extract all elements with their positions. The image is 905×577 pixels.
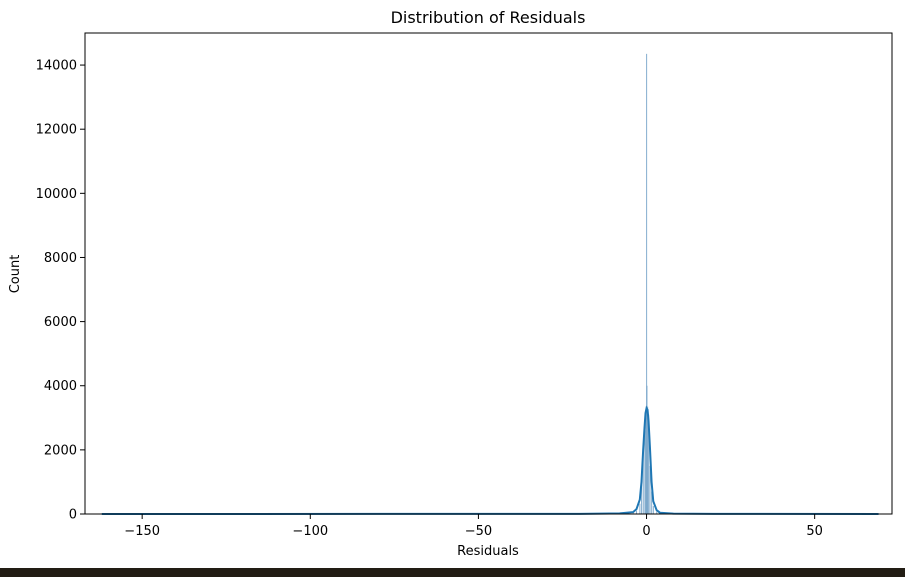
- histogram-bar: [652, 505, 654, 514]
- x-axis-ticks: −150 −100 −50 0 50: [124, 514, 823, 539]
- histogram-bar: [632, 512, 634, 514]
- histogram-bar: [641, 485, 643, 514]
- histogram-bar: [642, 449, 644, 514]
- plot-frame: [84, 32, 893, 515]
- window-bottom-strip: [0, 568, 905, 577]
- x-tick-label: 0: [642, 524, 650, 539]
- x-tick-label: −150: [124, 524, 160, 539]
- histogram-bar: [636, 510, 638, 514]
- y-tick-label: 0: [69, 508, 77, 523]
- histogram-bar: [645, 417, 647, 514]
- histogram-bar: [644, 430, 646, 514]
- histogram-bar: [649, 465, 651, 514]
- x-tick-label: 50: [806, 524, 823, 539]
- x-axis-label: Residuals: [457, 544, 519, 559]
- y-tick-label: 8000: [44, 251, 77, 266]
- y-tick-label: 6000: [44, 315, 77, 330]
- kde-curve: [101, 405, 879, 515]
- y-axis-label: Count: [8, 255, 23, 294]
- histogram-bar: [656, 511, 658, 514]
- y-tick-label: 12000: [36, 123, 77, 138]
- histogram-bar: [651, 491, 653, 514]
- y-tick-label: 14000: [36, 59, 77, 74]
- y-axis-ticks: 0 2000 4000 6000 8000 10000 12000 14000: [36, 59, 85, 523]
- chart-title: Distribution of Residuals: [391, 8, 586, 27]
- histogram-bar: [646, 53, 648, 515]
- histogram-bar: [647, 406, 649, 514]
- histogram-bars: [632, 53, 661, 515]
- y-tick-label: 4000: [44, 379, 77, 394]
- x-tick-label: −50: [465, 524, 492, 539]
- y-tick-label: 10000: [36, 187, 77, 202]
- x-tick-label: −100: [292, 524, 328, 539]
- y-tick-label: 2000: [44, 443, 77, 458]
- histogram-bar: [648, 414, 650, 514]
- histogram-bar: [639, 503, 641, 514]
- histogram-bar: [646, 385, 648, 514]
